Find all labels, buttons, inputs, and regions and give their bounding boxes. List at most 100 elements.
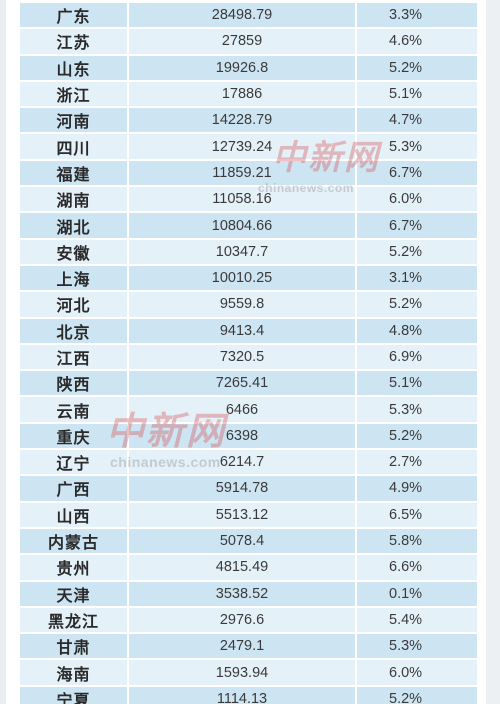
- value-cell: 10347.7: [128, 238, 357, 266]
- growth-rate-cell: 5.2%: [356, 238, 479, 266]
- province-name-cell: 四川: [20, 133, 129, 161]
- value-cell: 11859.21: [128, 159, 357, 188]
- table-row: 山东 19926.8 5.2%: [20, 54, 479, 82]
- growth-rate-cell: 3.3%: [356, 3, 479, 30]
- growth-rate-cell: 5.2%: [356, 685, 479, 704]
- value-cell: 11058.16: [128, 186, 357, 214]
- growth-rate-cell: 6.0%: [356, 186, 479, 214]
- table-row: 海南 1593.94 6.0%: [20, 659, 479, 687]
- table-row: 湖北 10804.66 6.7%: [20, 212, 479, 240]
- growth-rate-cell: 4.7%: [356, 107, 479, 135]
- province-name-cell: 宁夏: [20, 685, 129, 704]
- province-name-cell: 河北: [20, 291, 129, 319]
- value-cell: 6466: [128, 396, 357, 424]
- province-name-cell: 湖北: [20, 212, 129, 240]
- table-row: 陕西 7265.41 5.1%: [20, 370, 479, 398]
- table-row: 广东 28498.79 3.3%: [20, 3, 479, 30]
- growth-rate-cell: 0.1%: [356, 580, 479, 608]
- left-frame-strip: [0, 0, 6, 704]
- table-row: 黑龙江 2976.6 5.4%: [20, 606, 479, 635]
- province-name-cell: 安徽: [20, 238, 129, 266]
- table-row: 云南 6466 5.3%: [20, 396, 479, 424]
- province-name-cell: 北京: [20, 317, 129, 345]
- growth-rate-cell: 5.3%: [356, 133, 479, 161]
- value-cell: 12739.24: [128, 133, 357, 161]
- table-row: 天津 3538.52 0.1%: [20, 580, 479, 608]
- province-name-cell: 广西: [20, 475, 129, 503]
- table-body: 广东 28498.79 3.3% 江苏 27859 4.6% 山东 19926.8 5.2% 浙江…: [20, 3, 479, 704]
- value-cell: 10804.66: [128, 212, 357, 240]
- table-row: 江苏 27859 4.6%: [20, 28, 479, 56]
- province-name-cell: 海南: [20, 659, 129, 687]
- province-name-cell: 山西: [20, 501, 129, 529]
- growth-rate-cell: 5.1%: [356, 80, 479, 109]
- province-name-cell: 浙江: [20, 80, 129, 109]
- province-name-cell: 甘肃: [20, 633, 129, 661]
- value-cell: 9413.4: [128, 317, 357, 345]
- province-name-cell: 河南: [20, 107, 129, 135]
- table-row: 山西 5513.12 6.5%: [20, 501, 479, 529]
- table-row: 江西 7320.5 6.9%: [20, 343, 479, 372]
- growth-rate-cell: 6.7%: [356, 212, 479, 240]
- value-cell: 17886: [128, 80, 357, 109]
- province-name-cell: 重庆: [20, 422, 129, 451]
- province-data-table: 广东 28498.79 3.3% 江苏 27859 4.6% 山东 19926.8 5.2% 浙江…: [20, 3, 479, 704]
- table-row: 上海 10010.25 3.1%: [20, 264, 479, 293]
- right-frame-strip: [486, 0, 500, 704]
- growth-rate-cell: 3.1%: [356, 264, 479, 293]
- table-row: 广西 5914.78 4.9%: [20, 475, 479, 503]
- growth-rate-cell: 5.3%: [356, 633, 479, 661]
- province-name-cell: 陕西: [20, 370, 129, 398]
- table-row: 宁夏 1114.13 5.2%: [20, 685, 479, 704]
- value-cell: 10010.25: [128, 264, 357, 293]
- value-cell: 9559.8: [128, 291, 357, 319]
- province-name-cell: 云南: [20, 396, 129, 424]
- table-row: 甘肃 2479.1 5.3%: [20, 633, 479, 661]
- value-cell: 5513.12: [128, 501, 357, 529]
- growth-rate-cell: 5.3%: [356, 396, 479, 424]
- growth-rate-cell: 4.9%: [356, 475, 479, 503]
- table-row: 重庆 6398 5.2%: [20, 422, 479, 451]
- province-name-cell: 黑龙江: [20, 606, 129, 635]
- value-cell: 2479.1: [128, 633, 357, 661]
- province-name-cell: 贵州: [20, 554, 129, 582]
- growth-rate-cell: 5.4%: [356, 606, 479, 635]
- table-row: 四川 12739.24 5.3%: [20, 133, 479, 161]
- value-cell: 2976.6: [128, 606, 357, 635]
- province-name-cell: 福建: [20, 159, 129, 188]
- growth-rate-cell: 6.0%: [356, 659, 479, 687]
- growth-rate-cell: 5.2%: [356, 291, 479, 319]
- growth-rate-cell: 4.6%: [356, 28, 479, 56]
- province-name-cell: 江苏: [20, 28, 129, 56]
- table-row: 贵州 4815.49 6.6%: [20, 554, 479, 582]
- province-name-cell: 辽宁: [20, 449, 129, 477]
- growth-rate-cell: 6.9%: [356, 343, 479, 372]
- province-name-cell: 江西: [20, 343, 129, 372]
- value-cell: 6214.7: [128, 449, 357, 477]
- value-cell: 5914.78: [128, 475, 357, 503]
- value-cell: 28498.79: [128, 3, 357, 30]
- table-row: 河南 14228.79 4.7%: [20, 107, 479, 135]
- table-row: 安徽 10347.7 5.2%: [20, 238, 479, 266]
- growth-rate-cell: 6.5%: [356, 501, 479, 529]
- table-row: 福建 11859.21 6.7%: [20, 159, 479, 188]
- value-cell: 3538.52: [128, 580, 357, 608]
- growth-rate-cell: 2.7%: [356, 449, 479, 477]
- growth-rate-cell: 5.2%: [356, 54, 479, 82]
- value-cell: 4815.49: [128, 554, 357, 582]
- province-name-cell: 广东: [20, 3, 129, 30]
- growth-rate-cell: 4.8%: [356, 317, 479, 345]
- value-cell: 7265.41: [128, 370, 357, 398]
- growth-rate-cell: 5.8%: [356, 527, 479, 556]
- value-cell: 1114.13: [128, 685, 357, 704]
- value-cell: 14228.79: [128, 107, 357, 135]
- value-cell: 6398: [128, 422, 357, 451]
- table-row: 河北 9559.8 5.2%: [20, 291, 479, 319]
- value-cell: 5078.4: [128, 527, 357, 556]
- value-cell: 19926.8: [128, 54, 357, 82]
- value-cell: 1593.94: [128, 659, 357, 687]
- table-row: 北京 9413.4 4.8%: [20, 317, 479, 345]
- growth-rate-cell: 6.7%: [356, 159, 479, 188]
- province-name-cell: 内蒙古: [20, 527, 129, 556]
- province-name-cell: 湖南: [20, 186, 129, 214]
